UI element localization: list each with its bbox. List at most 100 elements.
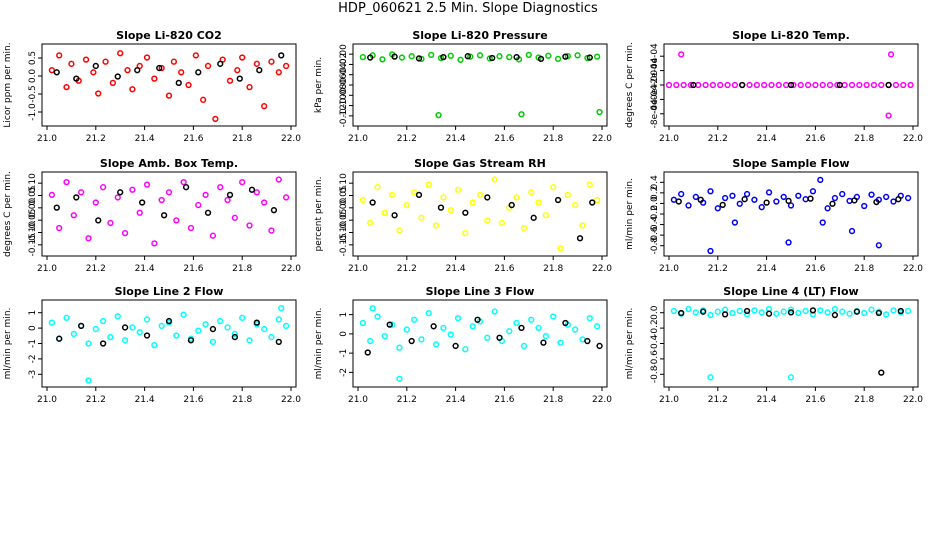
- data-point: [226, 191, 234, 199]
- y-axis-label: ml/min per min.: [625, 178, 635, 250]
- data-point: [795, 309, 802, 317]
- data-point: [797, 81, 804, 89]
- data-point: [678, 51, 685, 58]
- data-point: [535, 324, 542, 332]
- data-point: [670, 307, 678, 315]
- panel-title: Slope Line 4 (LT) Flow: [723, 285, 858, 298]
- data-point: [670, 196, 678, 203]
- data-point: [724, 81, 731, 89]
- data-point: [452, 342, 459, 350]
- data-point: [202, 321, 209, 328]
- data-point: [236, 75, 243, 82]
- x-tick-label: 22.0: [592, 264, 612, 274]
- data-point: [129, 186, 136, 193]
- data-point: [839, 308, 846, 315]
- x-tick-label: 22.0: [903, 264, 923, 274]
- x-tick-label: 21.4: [135, 264, 155, 274]
- y-tick-label: -0.10: [28, 221, 38, 245]
- data-point: [678, 190, 685, 198]
- plot-frame: [352, 171, 608, 257]
- data-point: [391, 212, 398, 219]
- data-point: [520, 224, 528, 232]
- data-point: [761, 81, 768, 89]
- y-tick-label: 0.0: [650, 305, 660, 320]
- data-point: [447, 207, 454, 214]
- data-point: [134, 67, 141, 74]
- data-point: [63, 83, 70, 91]
- data-point: [139, 199, 146, 206]
- data-point: [114, 73, 121, 80]
- data-point: [904, 194, 912, 202]
- x-tick-label: 21.0: [659, 395, 679, 405]
- x-tick-label: 21.8: [543, 134, 563, 144]
- data-point: [863, 81, 870, 89]
- chart-panel: Slope Amb. Box Temp. degrees C per min. 21…: [3, 157, 301, 274]
- y-tick-label: -0.15: [28, 233, 38, 256]
- data-point: [217, 184, 224, 191]
- data-point: [107, 333, 114, 341]
- data-point: [239, 314, 246, 321]
- data-point: [890, 307, 897, 314]
- chart-panel: Slope Li-820 CO2 Licor ppm per min. 21.0 21…: [3, 29, 301, 144]
- data-point: [367, 219, 374, 227]
- data-point: [787, 202, 795, 209]
- data-point: [48, 319, 56, 326]
- data-point: [819, 219, 826, 226]
- data-point: [275, 316, 282, 323]
- data-point: [85, 235, 92, 242]
- data-point: [574, 52, 581, 59]
- data-point: [435, 112, 442, 119]
- data-point: [525, 51, 532, 58]
- x-tick-label: 22.0: [281, 395, 301, 405]
- data-point: [829, 200, 836, 207]
- data-point: [364, 349, 371, 356]
- data-point: [530, 214, 537, 221]
- data-point: [831, 194, 839, 202]
- data-point: [518, 111, 525, 118]
- data-point: [729, 309, 736, 317]
- x-tick-label: 21.2: [86, 134, 106, 144]
- data-point: [887, 51, 895, 58]
- panel-title: Slope Amb. Box Temp.: [100, 157, 238, 170]
- data-point: [151, 240, 158, 247]
- data-point: [158, 64, 165, 72]
- y-tick-label: -0.05: [28, 209, 38, 232]
- x-tick-label: 21.0: [348, 395, 368, 405]
- data-point: [457, 56, 464, 63]
- data-point: [836, 81, 843, 89]
- data-point: [379, 56, 386, 63]
- data-point: [807, 195, 814, 202]
- x-tick-label: 22.0: [903, 134, 923, 144]
- x-tick-label: 21.4: [135, 395, 155, 405]
- data-point: [270, 207, 278, 214]
- data-point: [367, 337, 374, 345]
- data-point: [224, 196, 231, 204]
- data-point: [875, 242, 882, 249]
- data-point: [506, 328, 513, 335]
- y-tick-label: 1: [28, 310, 38, 316]
- data-point: [82, 56, 90, 63]
- plot-frame: [41, 43, 297, 127]
- data-point: [848, 81, 856, 89]
- data-point: [117, 50, 124, 57]
- data-point: [741, 196, 748, 203]
- chart-panel: Slope Line 2 Flow ml/min per min. 21.0 21.2…: [3, 285, 301, 405]
- x-tick-label: 21.8: [232, 395, 252, 405]
- data-point: [73, 75, 80, 82]
- data-point: [454, 314, 462, 322]
- figure-title: HDP_060621 2.5 Min. Slope Diagnostics: [338, 1, 598, 16]
- data-point: [758, 309, 765, 316]
- data-point: [102, 58, 109, 65]
- data-point: [721, 311, 729, 318]
- y-tick-label: 0: [339, 331, 349, 337]
- y-tick-label: -0.02: [339, 53, 349, 76]
- x-tick-label: 21.2: [397, 264, 417, 274]
- y-tick-label: 0.00: [339, 198, 349, 218]
- data-point: [430, 323, 437, 330]
- data-point: [275, 176, 282, 183]
- data-point: [870, 81, 878, 89]
- data-point: [579, 336, 586, 343]
- data-point: [246, 337, 253, 344]
- y-tick-label: -0.6: [650, 226, 660, 244]
- data-point: [261, 199, 268, 206]
